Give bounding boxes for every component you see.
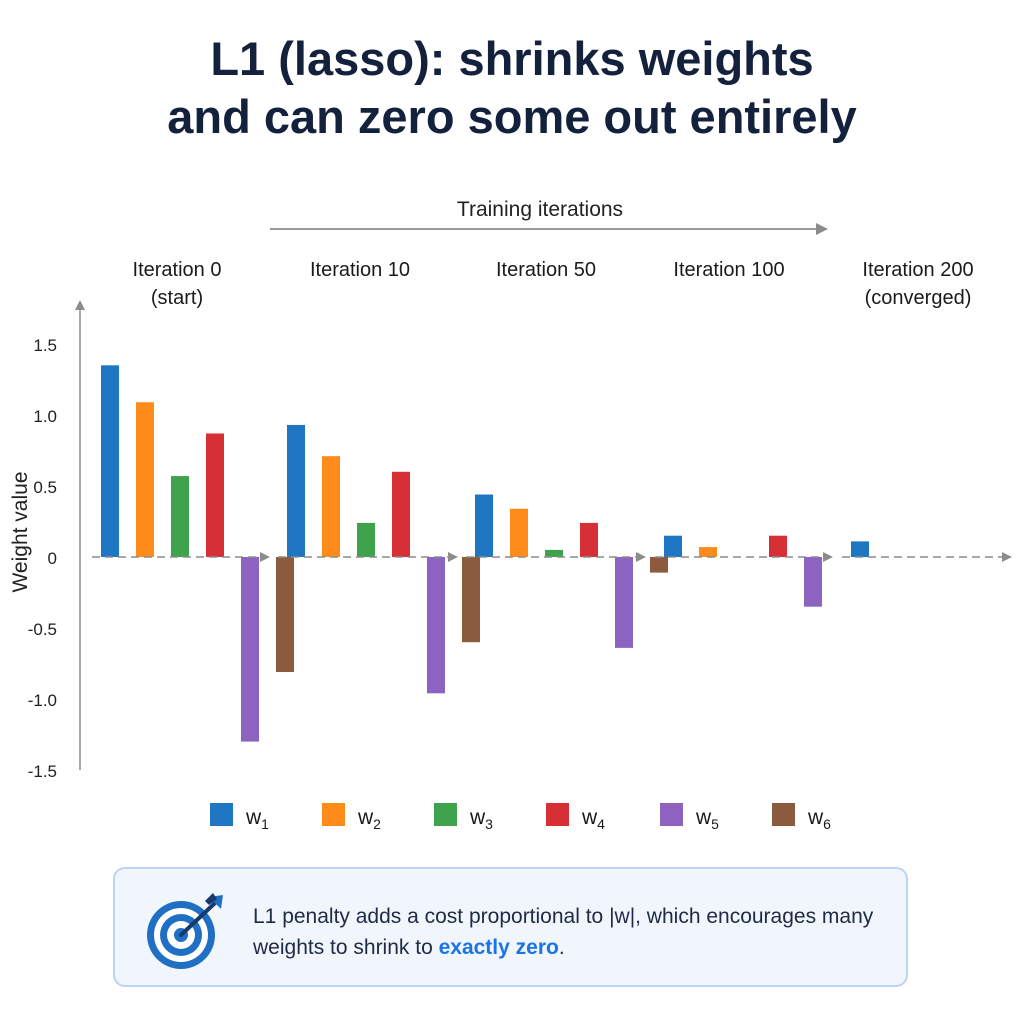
callout-text: L1 penalty adds a cost proportional to |… xyxy=(253,901,898,963)
bar-w6 xyxy=(650,557,668,573)
info-callout: L1 penalty adds a cost proportional to |… xyxy=(113,867,908,987)
legend-item-w6: w6 xyxy=(772,803,831,832)
y-axis-ticks: 1.5 1.0 0.5 0 -0.5 -1.0 -1.5 xyxy=(28,336,57,781)
legend-label: w4 xyxy=(581,806,605,832)
callout-text-main: L1 penalty adds a cost proportional to |… xyxy=(253,905,874,959)
bar-w3 xyxy=(545,549,563,557)
legend-swatch xyxy=(322,803,345,826)
legend-label: w5 xyxy=(695,806,719,832)
bar-w1 xyxy=(475,494,493,557)
legend: w1 w2 w3 w4 w5 w6 xyxy=(210,803,831,832)
legend-swatch xyxy=(546,803,569,826)
bar-w5 xyxy=(804,557,822,607)
iteration-groups: Iteration 0 (start) Iteration 10 Iteration … xyxy=(92,259,1012,742)
bar-w1 xyxy=(101,365,119,557)
bar-w2 xyxy=(136,402,154,557)
iteration-label: Iteration 10 xyxy=(310,259,410,281)
iteration-group: Iteration 0 (start) xyxy=(92,259,294,742)
legend-item-w5: w5 xyxy=(660,803,719,832)
bar-w2 xyxy=(699,547,717,557)
bar-w3 xyxy=(171,476,189,557)
legend-label: w2 xyxy=(357,806,381,832)
bar-w1 xyxy=(287,424,305,557)
iteration-group: Iteration 50 xyxy=(466,259,668,648)
y-tick-label: -1.0 xyxy=(28,691,57,710)
bar-w6 xyxy=(276,557,294,673)
legend-item-w4: w4 xyxy=(546,803,605,832)
bar-w5 xyxy=(241,557,259,742)
bar-w2 xyxy=(322,456,340,557)
bar-w1 xyxy=(664,535,682,557)
iteration-label: Iteration 50 xyxy=(496,259,596,281)
target-icon xyxy=(147,893,223,969)
legend-swatch xyxy=(210,803,233,826)
legend-swatch xyxy=(660,803,683,826)
iteration-label: Iteration 0 xyxy=(133,259,222,281)
legend-label: w6 xyxy=(807,806,831,832)
iteration-group: Iteration 100 xyxy=(655,259,833,607)
legend-item-w2: w2 xyxy=(322,803,381,832)
callout-text-end: . xyxy=(558,936,565,959)
y-tick-label: 1.5 xyxy=(33,336,57,355)
weight-bar-chart: Training iterations 1.5 1.0 0.5 0 -0.5 -1.0 -1… xyxy=(9,198,1012,832)
iteration-group: Iteration 200 (converged) xyxy=(842,259,1012,562)
y-tick-label: -1.5 xyxy=(28,762,57,781)
bar-w1 xyxy=(851,541,869,557)
legend-item-w3: w3 xyxy=(434,803,493,832)
chart-title: L1 (lasso): shrinks weights and can zero… xyxy=(0,30,1024,146)
iteration-label: (start) xyxy=(151,287,203,309)
bar-w6 xyxy=(462,557,480,643)
callout-highlight: exactly zero xyxy=(438,936,559,959)
y-tick-label: 1.0 xyxy=(33,407,57,426)
legend-swatch xyxy=(772,803,795,826)
bar-w2 xyxy=(510,508,528,557)
y-axis-label: Weight value xyxy=(9,471,32,592)
training-iterations-label: Training iterations xyxy=(457,198,623,221)
bar-w5 xyxy=(615,557,633,648)
legend-label: w3 xyxy=(469,806,493,832)
iteration-group: Iteration 10 xyxy=(278,259,480,694)
bar-w4 xyxy=(769,535,787,557)
iteration-label: Iteration 200 xyxy=(862,259,973,281)
bar-w4 xyxy=(392,471,410,557)
legend-swatch xyxy=(434,803,457,826)
bar-w4 xyxy=(580,522,598,557)
iteration-label: Iteration 100 xyxy=(673,259,784,281)
iteration-label: (converged) xyxy=(865,287,972,309)
legend-label: w1 xyxy=(245,806,269,832)
y-tick-label: 0.5 xyxy=(33,478,57,497)
bar-w3 xyxy=(357,522,375,557)
legend-item-w1: w1 xyxy=(210,803,269,832)
bar-w4 xyxy=(206,433,224,557)
chart-title-line-1: L1 (lasso): shrinks weights xyxy=(210,32,814,85)
chart-title-line-2: and can zero some out entirely xyxy=(167,90,857,143)
y-tick-label: 0 xyxy=(48,549,57,568)
bar-w5 xyxy=(427,557,445,694)
y-tick-label: -0.5 xyxy=(28,620,57,639)
